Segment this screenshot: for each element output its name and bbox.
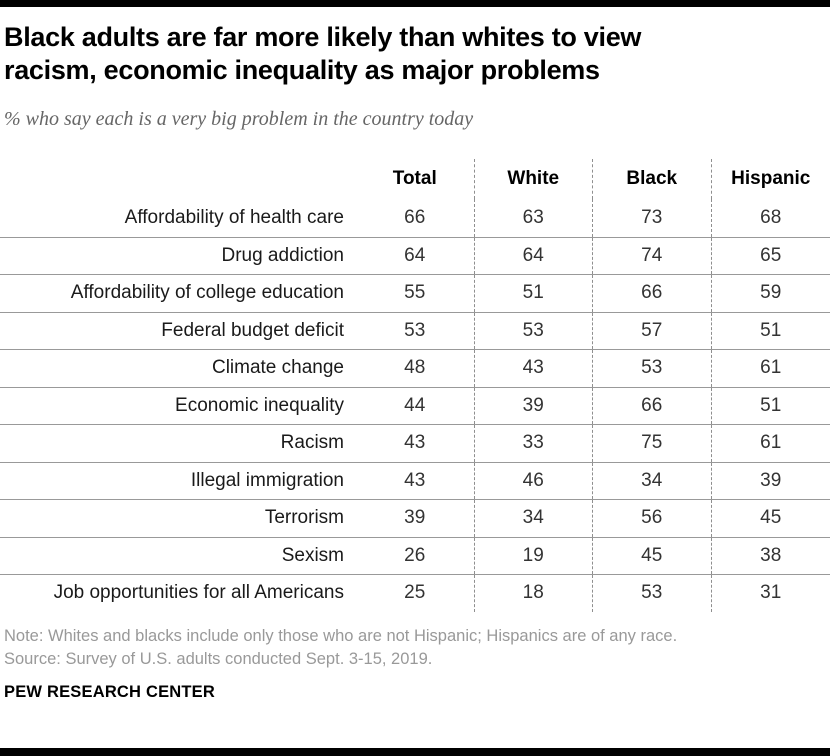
column-header-black: Black bbox=[593, 159, 712, 199]
cell-total: 53 bbox=[356, 312, 475, 349]
table-row: Racism 43 33 75 61 bbox=[0, 424, 830, 462]
cell-white: 51 bbox=[475, 275, 593, 312]
column-header-white: White bbox=[475, 159, 593, 199]
pew-research-center-wordmark: PEW RESEARCH CENTER bbox=[4, 682, 215, 701]
footnote: Note: Whites and blacks include only tho… bbox=[0, 625, 830, 672]
cell-hispanic: 61 bbox=[760, 432, 782, 454]
cell-total: 55 bbox=[356, 275, 475, 312]
cell-white: 34 bbox=[475, 500, 593, 537]
row-label: Affordability of health care bbox=[124, 206, 344, 228]
cell-white: 46 bbox=[475, 462, 593, 499]
cell-white: 63 bbox=[475, 199, 593, 237]
row-label: Racism bbox=[280, 432, 344, 454]
cell-total: 48 bbox=[356, 350, 475, 387]
table-row: Affordability of college education 55 51… bbox=[0, 274, 830, 312]
top-border-bar bbox=[0, 0, 830, 7]
cell-black: 66 bbox=[593, 275, 712, 312]
cell-total: 26 bbox=[356, 537, 475, 574]
chart-title-line1: Black adults are far more likely than wh… bbox=[4, 22, 642, 52]
note-line: Note: Whites and blacks include only tho… bbox=[4, 626, 678, 645]
chart-subtitle: % who say each is a very big problem in … bbox=[4, 108, 474, 130]
cell-hispanic: 59 bbox=[760, 282, 782, 304]
cell-hispanic: 61 bbox=[760, 357, 782, 379]
row-label: Federal budget deficit bbox=[161, 319, 344, 341]
cell-hispanic: 51 bbox=[760, 319, 782, 341]
cell-black: 74 bbox=[593, 237, 712, 274]
row-label: Job opportunities for all Americans bbox=[53, 582, 344, 604]
table-row: Affordability of health care 66 63 73 68 bbox=[0, 199, 830, 237]
cell-total: 66 bbox=[356, 199, 475, 237]
cell-total: 39 bbox=[356, 500, 475, 537]
cell-hispanic: 38 bbox=[760, 544, 782, 566]
cell-total: 43 bbox=[356, 425, 475, 462]
table-row: Drug addiction 64 64 74 65 bbox=[0, 236, 830, 274]
row-label: Illegal immigration bbox=[190, 469, 344, 491]
table-row: Sexism 26 19 45 38 bbox=[0, 536, 830, 574]
cell-white: 53 bbox=[475, 312, 593, 349]
cell-white: 33 bbox=[475, 425, 593, 462]
table-row: Terrorism 39 34 56 45 bbox=[0, 499, 830, 537]
cell-total: 43 bbox=[356, 462, 475, 499]
cell-hispanic: 31 bbox=[760, 582, 782, 604]
cell-hispanic: 65 bbox=[760, 244, 782, 266]
chart-title: Black adults are far more likely than wh… bbox=[0, 21, 830, 87]
cell-total: 25 bbox=[356, 575, 475, 612]
bottom-border-bar bbox=[0, 748, 830, 756]
cell-black: 73 bbox=[593, 199, 712, 237]
column-header-hispanic: Hispanic bbox=[731, 168, 811, 189]
cell-white: 18 bbox=[475, 575, 593, 612]
cell-black: 56 bbox=[593, 500, 712, 537]
cell-black: 75 bbox=[593, 425, 712, 462]
cell-hispanic: 51 bbox=[760, 394, 782, 416]
table-row: Illegal immigration 43 46 34 39 bbox=[0, 461, 830, 499]
table-row: Federal budget deficit 53 53 57 51 bbox=[0, 311, 830, 349]
table-row: Climate change 48 43 53 61 bbox=[0, 349, 830, 387]
cell-white: 64 bbox=[475, 237, 593, 274]
cell-white: 19 bbox=[475, 537, 593, 574]
cell-black: 57 bbox=[593, 312, 712, 349]
data-table: Total White Black Hispanic Affordability… bbox=[0, 159, 830, 612]
cell-total: 64 bbox=[356, 237, 475, 274]
row-label: Affordability of college education bbox=[70, 282, 344, 304]
cell-hispanic: 39 bbox=[760, 469, 782, 491]
cell-black: 66 bbox=[593, 387, 712, 424]
table-row: Job opportunities for all Americans 25 1… bbox=[0, 574, 830, 612]
source-line: Source: Survey of U.S. adults conducted … bbox=[4, 650, 433, 668]
row-label: Economic inequality bbox=[175, 394, 344, 416]
table-header-row: Total White Black Hispanic bbox=[0, 159, 830, 199]
table-row: Economic inequality 44 39 66 51 bbox=[0, 386, 830, 424]
chart-title-line2: racism, economic inequality as major pro… bbox=[4, 55, 600, 85]
column-header-total: Total bbox=[356, 159, 475, 199]
cell-white: 43 bbox=[475, 350, 593, 387]
row-label: Climate change bbox=[211, 357, 344, 379]
corner-spacer-cell bbox=[0, 159, 356, 199]
cell-black: 53 bbox=[593, 350, 712, 387]
cell-black: 45 bbox=[593, 537, 712, 574]
cell-total: 44 bbox=[356, 387, 475, 424]
row-label: Terrorism bbox=[264, 507, 344, 529]
cell-black: 34 bbox=[593, 462, 712, 499]
cell-white: 39 bbox=[475, 387, 593, 424]
cell-hispanic: 68 bbox=[760, 206, 782, 228]
cell-black: 53 bbox=[593, 575, 712, 612]
cell-hispanic: 45 bbox=[760, 507, 782, 529]
row-label: Sexism bbox=[281, 544, 344, 566]
row-label: Drug addiction bbox=[221, 244, 344, 266]
